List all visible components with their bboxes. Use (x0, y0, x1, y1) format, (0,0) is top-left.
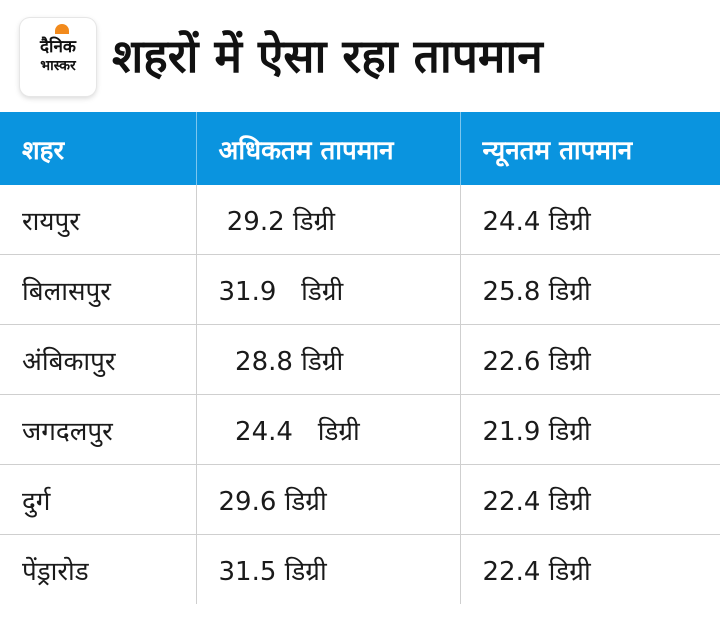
header: दैनिक भास्कर शहरों में ऐसा रहा तापमान (0, 0, 720, 112)
min-temp-cell: 22.4 डिग्री (482, 556, 591, 587)
table-row: अंबिकापुर 28.8 डिग्री 22.6 डिग्री (0, 324, 720, 395)
page-title: शहरों में ऐसा रहा तापमान (112, 29, 543, 83)
table-row: पेंड्रारोड 31.5 डिग्री 22.4 डिग्री (0, 534, 720, 604)
logo-line-1: दैनिक (40, 37, 76, 57)
max-temp-cell: 31.5 डिग्री (196, 534, 461, 604)
min-temp-cell: 22.6 डिग्री (460, 324, 720, 395)
max-temp-cell: 28.8 डिग्री (196, 324, 461, 395)
max-temp-cell: 29.6 डिग्री (196, 464, 461, 535)
city-cell: जगदलपुर (0, 394, 197, 465)
city-cell: दुर्ग (0, 464, 197, 535)
max-temp-cell: 29.2 डिग्री (196, 185, 461, 255)
column-header-city: शहर (0, 112, 197, 185)
table-row: जगदलपुर 24.4 डिग्री 21.9 डिग्री (0, 394, 720, 465)
column-header-max-temp: अधिकतम तापमान (196, 112, 461, 185)
city-cell: बिलासपुर (0, 254, 197, 325)
table-header-row: शहर अधिकतम तापमान न्यूनतम तापमान (0, 112, 720, 185)
temperature-table: शहर अधिकतम तापमान न्यूनतम तापमान रायपुर … (0, 112, 720, 604)
max-temp-cell: 24.4 डिग्री (196, 394, 461, 465)
max-temp-cell: 31.9 डिग्री (196, 254, 461, 325)
column-header-min-temp: न्यूनतम तापमान (460, 112, 720, 185)
sun-icon (55, 24, 69, 34)
table-row: दुर्ग 29.6 डिग्री 22.4 डिग्री (0, 464, 720, 535)
logo-text: दैनिक भास्कर (20, 38, 96, 76)
min-temp-cell: 25.8 डिग्री (460, 254, 720, 325)
min-temp-cell: 22.4 डिग्री (460, 464, 720, 535)
min-temp-cell: 21.9 डिग्री (460, 394, 720, 465)
min-temp-cell: 24.4 डिग्री (460, 185, 720, 255)
city-cell: अंबिकापुर (0, 324, 197, 395)
logo-line-2: भास्कर (40, 58, 76, 74)
city-cell: रायपुर (0, 185, 197, 255)
city-cell: पेंड्रारोड (0, 534, 197, 604)
brand-logo: दैनिक भास्कर (20, 18, 96, 96)
table-row: रायपुर 29.2 डिग्री 24.4 डिग्री (0, 185, 720, 255)
table-row: बिलासपुर 31.9 डिग्री 25.8 डिग्री (0, 254, 720, 325)
